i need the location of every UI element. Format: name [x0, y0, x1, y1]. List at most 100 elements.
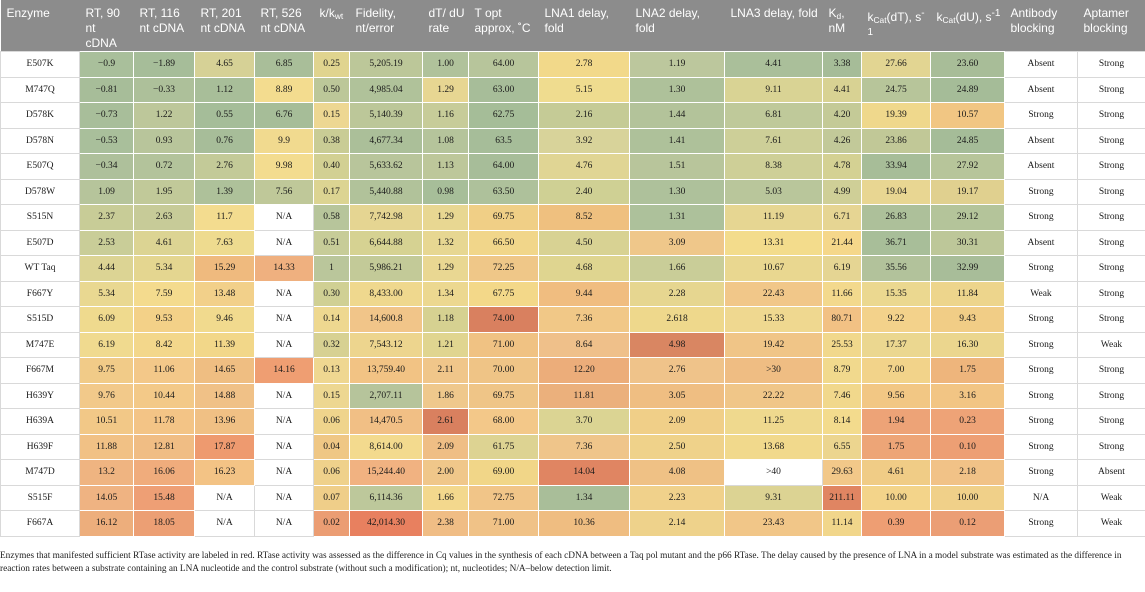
column-header: Kd, nM [822, 0, 862, 52]
table-cell: 8,433.00 [349, 280, 423, 307]
table-cell: 4.41 [724, 51, 823, 78]
table-cell: 5.34 [133, 255, 195, 282]
table-cell: 5.03 [724, 178, 823, 205]
table-cell: 0.14 [313, 306, 350, 333]
table-row: H639A 10.51 11.78 13.96 N/A 0.06 14,470.5 2.61 6… [0, 408, 1145, 435]
table-cell: 5,140.39 [349, 102, 423, 129]
table-cell: 0.17 [313, 178, 350, 205]
table-cell: 11.7 [194, 204, 255, 231]
table-cell: 2.50 [629, 433, 725, 460]
table-cell: 5,633.62 [349, 153, 423, 180]
table-cell: Strong [1004, 306, 1078, 333]
table-cell: 5,986.21 [349, 255, 423, 282]
table-cell: Strong [1004, 255, 1078, 282]
table-cell: 4,677.34 [349, 127, 423, 154]
table-cell: 14,600.8 [349, 306, 423, 333]
table-cell: 8.64 [538, 331, 630, 358]
table-cell: 9.11 [724, 76, 823, 103]
enzyme-name-cell: D578N [0, 127, 80, 154]
table-cell: 14.05 [79, 484, 134, 511]
table-cell: 4.65 [194, 51, 255, 78]
table-cell: 19.17 [930, 178, 1005, 205]
table-row: S515F 14.05 15.48 N/A N/A 0.07 6,114.36 1.66 72.… [0, 484, 1145, 511]
table-cell: 42,014.30 [349, 510, 423, 537]
table-cell: N/A [254, 331, 314, 358]
table-cell: 0.23 [930, 408, 1005, 435]
table-cell: N/A [194, 510, 255, 537]
table-cell: 15.35 [861, 280, 931, 307]
table-cell: 67.75 [468, 280, 539, 307]
table-cell: Strong [1077, 178, 1145, 205]
table-cell: 2.18 [930, 459, 1005, 486]
table-cell: Strong [1077, 255, 1145, 282]
table-cell: Weak [1077, 510, 1145, 537]
table-cell: Strong [1077, 229, 1145, 256]
table-cell: 62.75 [468, 102, 539, 129]
table-cell: N/A [1004, 484, 1078, 511]
table-cell: 0.02 [313, 510, 350, 537]
table-cell: >30 [724, 357, 823, 384]
table-cell: 9.43 [930, 306, 1005, 333]
enzyme-name-cell: M747Q [0, 76, 80, 103]
table-row: E507K −0.9 −1.89 4.65 6.85 0.25 5,205.19 1.00 64… [0, 51, 1145, 78]
table-cell: 1.31 [629, 204, 725, 231]
table-cell: 10.36 [538, 510, 630, 537]
table-cell: 19.39 [861, 102, 931, 129]
table-cell: 0.15 [313, 102, 350, 129]
table-cell: 71.00 [468, 331, 539, 358]
table-cell: 1.18 [422, 306, 469, 333]
table-cell: 4.50 [538, 229, 630, 256]
table-cell: 26.83 [861, 204, 931, 231]
table-cell: Strong [1004, 178, 1078, 205]
table-cell: 8.14 [822, 408, 862, 435]
table-cell: 69.75 [468, 204, 539, 231]
table-cell: 2.618 [629, 306, 725, 333]
table-cell: 19.42 [724, 331, 823, 358]
table-cell: 11.39 [194, 331, 255, 358]
table-cell: 6,644.88 [349, 229, 423, 256]
enzyme-name-cell: F667A [0, 510, 80, 537]
table-cell: 2.63 [133, 204, 195, 231]
table-cell: 1.09 [79, 178, 134, 205]
table-cell: 0.58 [313, 204, 350, 231]
table-cell: −0.9 [79, 51, 134, 78]
table-cell: 63.50 [468, 178, 539, 205]
table-row: D578W 1.09 1.95 1.39 7.56 0.17 5,440.88 0.98 63.… [0, 178, 1145, 205]
table-cell: 70.00 [468, 357, 539, 384]
table-cell: Strong [1077, 51, 1145, 78]
table-cell: 0.06 [313, 459, 350, 486]
table-row: S515N 2.37 2.63 11.7 N/A 0.58 7,742.98 1.29 69.7… [0, 204, 1145, 231]
table-cell: N/A [254, 433, 314, 460]
table-row: H639F 11.88 12.81 17.87 N/A 0.04 8,614.00 2.09 6… [0, 433, 1145, 460]
table-cell: 7.46 [822, 382, 862, 409]
enzyme-name-cell: E507K [0, 51, 80, 78]
table-cell: 9.9 [254, 127, 314, 154]
table-cell: 1.32 [422, 229, 469, 256]
table-cell: 1.30 [629, 178, 725, 205]
table-cell: −0.33 [133, 76, 195, 103]
enzyme-name-cell: S515F [0, 484, 80, 511]
column-header: RT, 90 nt cDNA [79, 0, 134, 52]
table-cell: 6.76 [254, 102, 314, 129]
table-cell: 11.14 [822, 510, 862, 537]
table-cell: >40 [724, 459, 823, 486]
enzyme-name-cell: H639A [0, 408, 80, 435]
table-cell: Strong [1077, 127, 1145, 154]
table-cell: 0.10 [930, 433, 1005, 460]
table-cell: 8.52 [538, 204, 630, 231]
table-cell: 1.22 [133, 102, 195, 129]
enzyme-name-cell: D578W [0, 178, 80, 205]
table-cell: 24.75 [861, 76, 931, 103]
table-cell: 7.36 [538, 306, 630, 333]
table-cell: 4.44 [79, 255, 134, 282]
table-cell: 9.98 [254, 153, 314, 180]
table-cell: 7.59 [133, 280, 195, 307]
table-cell: 0.06 [313, 408, 350, 435]
table-cell: 22.22 [724, 382, 823, 409]
table-cell: 18.05 [133, 510, 195, 537]
table-cell: 3.70 [538, 408, 630, 435]
table-cell: 1 [313, 255, 350, 282]
table-cell: Strong [1077, 153, 1145, 180]
enzyme-name-cell: H639Y [0, 382, 80, 409]
table-cell: −0.81 [79, 76, 134, 103]
